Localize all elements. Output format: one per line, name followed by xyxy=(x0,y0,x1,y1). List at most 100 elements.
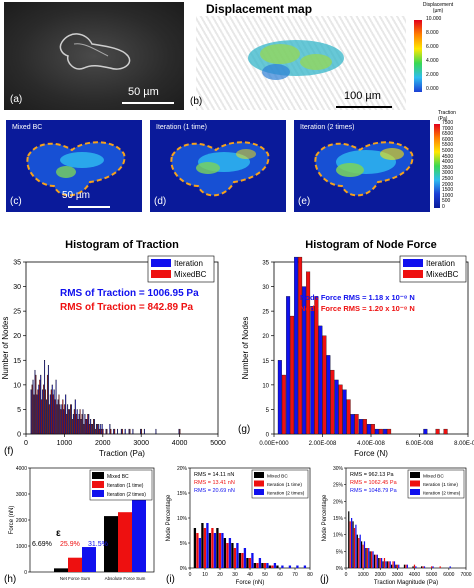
colorbar-tick-label: 1500 xyxy=(442,187,454,194)
y-axis-label: Node Percentage xyxy=(322,494,328,541)
histogram-bar xyxy=(423,566,426,568)
histogram-bar xyxy=(413,564,416,568)
displacement-map-title: Displacement map xyxy=(206,2,313,16)
y-tick-label: 15% xyxy=(333,516,344,522)
histogram-bar xyxy=(241,553,244,568)
histogram-bar xyxy=(31,384,33,435)
epsilon-symbol: ε xyxy=(56,528,61,539)
traction-colorbar-ticks: 7500 7000 6500 6000 5500 5000 4500 4000 3500 3000… xyxy=(442,120,472,210)
histogram-bar xyxy=(32,379,34,435)
histogram-bar xyxy=(298,256,303,435)
histogram-bar xyxy=(110,428,112,435)
histogram-bar xyxy=(114,428,116,435)
rms-annotation: RMS = 13.41 nN xyxy=(194,480,235,486)
histogram-bar xyxy=(352,521,354,568)
colorbar-tick-label: 3500 xyxy=(442,164,454,171)
y-tick-label: 20% xyxy=(333,499,344,505)
histogram-bar xyxy=(231,543,234,568)
legend-label: Mixed BC xyxy=(107,474,129,480)
colorbar-tick-label: 6500 xyxy=(442,131,454,138)
histogram-bar xyxy=(72,414,74,435)
panel-letter-c: (c) xyxy=(10,196,22,207)
x-tick-label: 2000 xyxy=(375,572,386,578)
histogram-bar xyxy=(381,558,383,568)
histogram-bar xyxy=(99,424,101,435)
colorbar-tick-label: 6.000 xyxy=(426,44,439,50)
histogram-bar xyxy=(129,428,131,435)
histogram-bar xyxy=(378,428,383,435)
histogram-bar xyxy=(208,533,212,568)
histogram-bar xyxy=(69,409,71,435)
histogram-bar xyxy=(41,399,43,435)
colorbar-tick-label: 4500 xyxy=(442,153,454,160)
colorbar-tick-label: 4000 xyxy=(442,159,454,166)
histogram-bar xyxy=(128,428,130,435)
histogram-bar xyxy=(140,428,142,435)
histogram-bar xyxy=(143,428,145,435)
histogram-bar xyxy=(218,533,222,568)
displacement-colorbar xyxy=(414,20,422,92)
histogram-bar xyxy=(318,325,323,435)
histogram-bar xyxy=(386,561,388,568)
y-tick-label: 20% xyxy=(177,466,188,472)
colorbar-tick-label: 7500 xyxy=(442,120,454,126)
histogram-bar xyxy=(59,404,61,435)
y-tick-label: 10% xyxy=(333,533,344,539)
histogram-bar xyxy=(88,414,90,435)
histogram-bar xyxy=(392,561,394,568)
histogram-bar xyxy=(124,428,126,435)
histogram-bar xyxy=(102,428,104,435)
histogram-bar xyxy=(141,428,143,435)
histogram-bar xyxy=(261,563,264,568)
y-tick-label: 10% xyxy=(177,516,188,522)
x-tick-label: 80 xyxy=(307,572,313,578)
colorbar-tick-label: 1000 xyxy=(442,192,454,199)
traction-colorbar xyxy=(434,124,440,208)
histogram-bar xyxy=(37,389,39,435)
histogram-bar xyxy=(81,414,83,435)
scale-bar-b xyxy=(336,106,392,108)
histogram-bar xyxy=(74,399,76,435)
colorbar-tick-label: 500 xyxy=(442,198,451,205)
y-tick-label: 1000 xyxy=(16,544,27,550)
node-force-histogram: Histogram of Node Force 0 5 10 15 20 25 30 35 0.0… xyxy=(241,239,474,458)
colorbar-tick-label: 0.000 xyxy=(426,86,439,92)
histogram-bar xyxy=(36,394,38,435)
histogram-bar xyxy=(362,544,364,568)
histogram-bar xyxy=(286,296,291,435)
y-tick-label: 0 xyxy=(24,570,27,576)
histogram-bar xyxy=(302,286,307,435)
histogram-bar xyxy=(79,409,81,435)
y-tick-label: 15% xyxy=(177,491,188,497)
y-tick-label: 4000 xyxy=(16,466,27,472)
histogram-bar xyxy=(70,404,72,435)
x-tick-label: 0 xyxy=(345,572,348,578)
histogram-bar xyxy=(351,518,353,568)
y-tick-label: 30 xyxy=(13,284,21,291)
histogram-bar xyxy=(361,541,363,568)
percent-annotation: 6.69% xyxy=(32,541,52,548)
histogram-bar xyxy=(43,384,45,435)
y-tick-label: 5 xyxy=(266,408,270,414)
histogram-bar xyxy=(346,399,351,435)
histogram-bar xyxy=(201,523,204,568)
traction-cell-d xyxy=(170,141,270,197)
histogram-bar xyxy=(363,541,366,568)
force-bar xyxy=(104,516,118,572)
rms-annotation: RMS = 14.11 nN xyxy=(194,472,234,478)
panel-letter-a: (a) xyxy=(10,94,23,105)
histogram-bar xyxy=(75,414,77,435)
legend-swatch xyxy=(92,490,104,497)
histogram-bar xyxy=(89,424,91,435)
histogram-bar xyxy=(52,394,54,435)
histogram-bar xyxy=(94,419,95,435)
histogram-bar xyxy=(95,424,97,435)
legend-swatch xyxy=(151,270,171,278)
histogram-bar xyxy=(358,419,363,435)
traction-cell-c xyxy=(26,141,126,197)
panel-letter-d: (d) xyxy=(154,196,167,207)
legend-swatch xyxy=(410,489,420,495)
x-axis-label: Force (N) xyxy=(354,449,388,458)
histogram-bar xyxy=(91,424,93,435)
histogram-bar xyxy=(412,566,414,568)
